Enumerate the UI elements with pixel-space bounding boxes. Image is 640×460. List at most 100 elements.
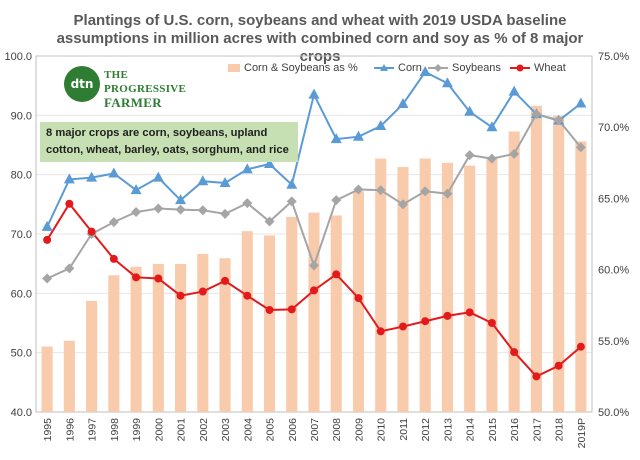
y-right-tick-label: 55.0%: [598, 336, 629, 348]
point-soybeans: [575, 142, 586, 153]
x-tick-label: 1996: [64, 418, 76, 442]
legend-swatch-bar: [228, 64, 240, 72]
dtn-logo-badge: dtn: [64, 66, 100, 102]
point-soybeans: [375, 185, 386, 196]
point-soybeans: [420, 186, 431, 197]
legend-item-corn-soy-pct: Corn & Soybeans as %: [228, 62, 358, 74]
x-tick-label: 2014: [465, 418, 477, 442]
x-tick-label: 2000: [153, 418, 165, 442]
legend-label-soybeans: Soybeans: [452, 62, 501, 74]
x-tick-label: 2008: [331, 418, 343, 442]
point-wheat: [376, 327, 385, 336]
point-soybeans: [397, 199, 408, 210]
bar-corn-soy-pct: [219, 258, 231, 412]
bar-corn-soy-pct: [130, 266, 142, 412]
point-corn: [419, 66, 431, 77]
point-corn: [241, 163, 253, 174]
point-wheat: [398, 322, 407, 331]
point-soybeans: [175, 204, 186, 215]
bar-corn-soy-pct: [330, 215, 342, 412]
point-soybeans: [220, 208, 231, 219]
point-wheat: [221, 276, 230, 285]
bar-corn-soy-pct: [464, 165, 476, 412]
x-tick-label: 2016: [509, 418, 521, 442]
point-soybeans: [442, 188, 453, 199]
bar-corn-soy-pct: [375, 158, 387, 412]
point-wheat: [576, 342, 585, 351]
point-wheat: [443, 311, 452, 320]
point-soybeans: [197, 205, 208, 216]
logo-line-1: THE PROGRESSIVE: [104, 69, 187, 95]
point-soybeans: [153, 203, 164, 214]
y-right-tick-label: 75.0%: [598, 51, 629, 63]
x-tick-label: 1999: [131, 418, 143, 442]
bar-corn-soy-pct: [63, 340, 75, 412]
point-soybeans: [486, 153, 497, 164]
bar-corn-soy-pct: [263, 235, 276, 412]
point-wheat: [109, 254, 118, 263]
point-soybeans: [264, 216, 275, 227]
point-wheat: [265, 305, 274, 314]
chart-title-line-1: Plantings of U.S. corn, soybeans and whe…: [73, 12, 567, 29]
point-corn: [486, 121, 498, 132]
x-tick-label: 2005: [265, 418, 277, 442]
point-corn: [308, 88, 320, 99]
legend-swatch-soybeans: [428, 63, 448, 73]
point-soybeans: [131, 207, 142, 218]
point-wheat: [354, 294, 363, 303]
y-left-tick-label: 100.0: [4, 51, 32, 63]
x-tick-label: 2017: [531, 418, 543, 442]
bar-corn-soy-pct: [575, 141, 587, 412]
bar-corn-soy-pct: [41, 346, 53, 412]
point-wheat: [198, 287, 207, 296]
point-corn: [197, 175, 209, 186]
point-soybeans: [353, 184, 364, 195]
point-corn: [175, 194, 187, 205]
legend-swatch-corn: [374, 63, 394, 73]
point-soybeans: [64, 263, 75, 274]
y-left-tick-label: 90.0: [11, 110, 32, 122]
point-wheat: [310, 286, 318, 295]
point-wheat: [554, 361, 563, 370]
legend-label-wheat: Wheat: [534, 62, 566, 74]
point-wheat: [176, 291, 185, 300]
point-wheat: [87, 227, 96, 236]
point-corn: [508, 85, 520, 96]
point-wheat: [65, 199, 74, 208]
point-soybeans: [108, 217, 119, 228]
dtn-progressive-farmer-logo: dtn THE PROGRESSIVE FARMER: [64, 62, 194, 110]
progressive-farmer-wordmark: THE PROGRESSIVE FARMER: [104, 68, 196, 110]
x-tick-label: 2013: [442, 418, 454, 442]
x-tick-label: 2004: [242, 418, 254, 442]
y-right-tick-label: 70.0%: [598, 122, 629, 134]
point-corn: [219, 176, 231, 187]
legend-item-wheat: Wheat: [510, 62, 566, 74]
bar-corn-soy-pct: [86, 300, 98, 412]
bar-corn-soy-pct: [286, 216, 298, 412]
point-wheat: [510, 348, 519, 357]
point-corn: [375, 120, 387, 131]
point-wheat: [332, 270, 341, 279]
point-wheat: [532, 372, 541, 381]
point-corn: [441, 77, 453, 88]
point-wheat: [132, 273, 141, 282]
point-corn: [464, 105, 476, 116]
x-tick-label: 2007: [309, 418, 321, 442]
y-right-tick-label: 65.0%: [598, 193, 629, 205]
point-corn: [286, 178, 298, 189]
point-soybeans: [286, 196, 297, 207]
y-left-tick-label: 60.0: [11, 288, 32, 300]
point-corn: [86, 171, 98, 182]
bar-corn-soy-pct: [152, 263, 164, 412]
point-corn: [63, 173, 75, 184]
point-corn: [330, 133, 342, 144]
legend-label-corn: Corn: [398, 62, 422, 74]
y-right-tick-label: 50.0%: [598, 407, 629, 419]
y-left-tick-label: 80.0: [11, 170, 32, 182]
point-corn: [152, 171, 164, 182]
point-soybeans: [464, 150, 475, 161]
x-tick-label: 2002: [198, 418, 210, 442]
x-tick-label: 1997: [87, 418, 99, 442]
point-corn: [352, 130, 364, 141]
point-corn: [130, 184, 142, 195]
